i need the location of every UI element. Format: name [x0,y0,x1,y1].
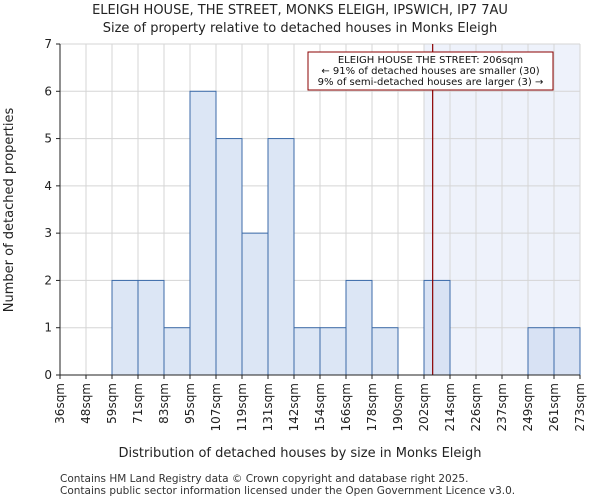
y-tick-label-3: 3 [44,226,52,240]
x-tick-label-226sqm: 226sqm [469,383,483,431]
footer-line-2: Contains public sector information licen… [60,485,515,497]
x-tick-label-36sqm: 36sqm [53,383,67,424]
bar-261sqm [553,327,581,376]
chart-subtitle: Size of property relative to detached ho… [103,21,498,36]
x-tick-label-249sqm: 249sqm [521,383,535,431]
x-tick-label-71sqm: 71sqm [131,383,145,424]
x-tick-label-154sqm: 154sqm [313,383,327,431]
annotation-line-1: ELEIGH HOUSE THE STREET: 206sqm [338,55,523,66]
x-tick-label-107sqm: 107sqm [209,383,223,431]
annotation-line-3: 9% of semi-detached houses are larger (3… [318,77,544,88]
bar-166sqm [345,279,373,376]
footer-line-1: Contains HM Land Registry data © Crown c… [60,473,468,485]
bar-95sqm [189,90,217,376]
y-tick-label-1: 1 [44,321,52,335]
x-tick-label-261sqm: 261sqm [547,383,561,431]
bar-178sqm [371,327,399,376]
x-tick-label-131sqm: 131sqm [261,383,275,431]
bar-154sqm [319,327,347,376]
x-tick-label-119sqm: 119sqm [235,383,249,431]
y-tick-label-7: 7 [44,37,52,51]
bar-202sqm [423,279,451,376]
x-tick-label-237sqm: 237sqm [495,383,509,431]
bar-131sqm [267,138,295,376]
bar-119sqm [241,232,269,376]
bar-59sqm [111,279,139,376]
bar-71sqm [137,279,165,376]
x-tick-label-190sqm: 190sqm [391,383,405,431]
y-axis-label: Number of detached properties [2,108,17,313]
x-tick-label-273sqm: 273sqm [573,383,587,431]
annotation-line-2: ← 91% of detached houses are smaller (30… [321,66,539,77]
x-tick-label-83sqm: 83sqm [157,383,171,424]
x-tick-label-214sqm: 214sqm [443,383,457,431]
x-tick-label-95sqm: 95sqm [183,383,197,424]
bar-249sqm [527,327,555,376]
bar-83sqm [163,327,191,376]
x-tick-label-202sqm: 202sqm [417,383,431,431]
bar-107sqm [215,138,243,376]
x-axis-label: Distribution of detached houses by size … [119,446,482,461]
x-tick-label-59sqm: 59sqm [105,383,119,424]
chart-title: ELEIGH HOUSE, THE STREET, MONKS ELEIGH, … [92,3,508,18]
y-tick-label-0: 0 [44,368,52,382]
y-tick-label-2: 2 [44,273,52,287]
y-tick-label-6: 6 [44,84,52,98]
annotation-box [307,51,554,91]
y-tick-label-4: 4 [44,179,52,193]
x-tick-label-48sqm: 48sqm [79,383,93,424]
y-tick-label-5: 5 [44,132,52,146]
x-tick-label-166sqm: 166sqm [339,383,353,431]
x-tick-label-142sqm: 142sqm [287,383,301,431]
x-tick-label-178sqm: 178sqm [365,383,379,431]
bar-142sqm [293,327,321,376]
